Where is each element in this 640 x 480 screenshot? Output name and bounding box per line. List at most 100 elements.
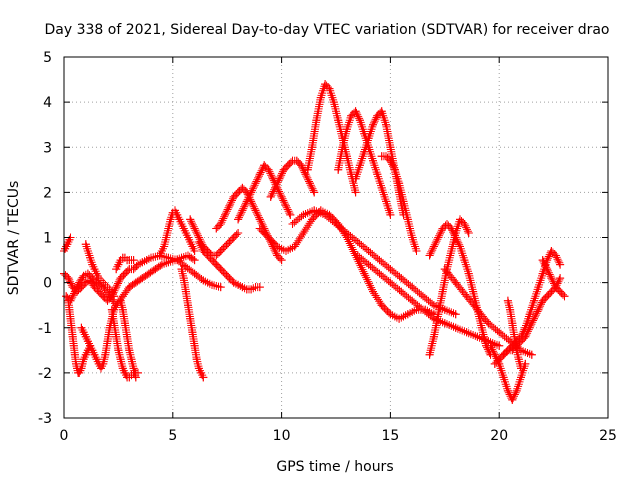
data-point <box>543 292 552 301</box>
data-point <box>234 280 243 289</box>
data-point <box>377 301 386 310</box>
series-13 <box>194 238 264 294</box>
data-point <box>238 283 247 292</box>
data-point <box>79 355 88 364</box>
data-point <box>451 310 460 319</box>
data-point <box>66 314 75 323</box>
data-point <box>225 238 234 246</box>
data-point <box>351 107 360 116</box>
data-point <box>377 183 386 192</box>
data-point <box>92 355 101 364</box>
data-point <box>79 328 88 337</box>
data-point <box>192 355 201 364</box>
data-point <box>499 350 508 359</box>
data-point <box>464 229 473 237</box>
data-point <box>131 373 140 382</box>
data-point <box>190 269 199 278</box>
series-22 <box>288 206 460 319</box>
data-point <box>255 215 264 224</box>
data-point <box>382 120 390 129</box>
data-point <box>360 147 369 156</box>
data-point <box>403 215 412 224</box>
data-point <box>120 319 129 328</box>
data-point <box>382 197 390 206</box>
data-point <box>125 346 134 355</box>
y-axis-label: SDTVAR / TECUs <box>6 181 22 296</box>
data-point <box>342 125 351 134</box>
data-point <box>79 271 88 280</box>
data-point <box>386 156 395 165</box>
data-point <box>543 265 552 274</box>
data-point <box>495 328 504 337</box>
data-point <box>495 341 504 350</box>
data-point <box>386 278 395 287</box>
data-point <box>395 314 404 323</box>
data-point <box>460 220 469 228</box>
axis-ticks: 0 5 10 15 20 25 -3 -2 -1 0 1 2 3 4 5 <box>38 50 617 444</box>
data-point <box>64 274 73 283</box>
data-point <box>534 305 543 314</box>
data-point <box>377 107 386 116</box>
data-point <box>179 224 188 233</box>
data-point <box>399 197 408 206</box>
data-point <box>144 269 153 278</box>
data-point <box>547 247 556 255</box>
data-point <box>203 251 212 260</box>
data-point <box>81 240 90 249</box>
data-point <box>282 247 290 255</box>
data-point <box>194 364 203 373</box>
x-tick-label-2: 10 <box>273 428 291 444</box>
data-point <box>456 215 464 224</box>
data-point <box>75 278 84 287</box>
data-point <box>425 251 434 260</box>
data-point <box>234 229 243 237</box>
data-point <box>177 253 186 262</box>
data-point <box>99 359 108 368</box>
data-point <box>229 192 238 201</box>
data-point <box>260 161 269 170</box>
data-point <box>112 332 121 341</box>
data-point <box>199 373 208 382</box>
data-point <box>456 242 464 251</box>
y-tick-label-7: 4 <box>43 95 52 111</box>
data-point <box>440 319 449 328</box>
data-point <box>521 332 530 341</box>
data-point <box>490 350 499 359</box>
data-point <box>110 319 118 328</box>
data-point <box>547 274 556 283</box>
data-point <box>129 265 138 274</box>
data-point <box>382 152 390 161</box>
data-point <box>107 305 116 314</box>
data-point <box>473 305 482 314</box>
data-point <box>316 93 325 102</box>
data-point <box>177 265 186 274</box>
data-point <box>530 314 538 323</box>
data-point <box>155 251 164 260</box>
data-point <box>556 260 565 269</box>
data-point <box>138 258 147 267</box>
data-point <box>120 269 129 278</box>
data-point <box>208 280 216 289</box>
data-point <box>508 395 517 404</box>
data-point <box>451 278 460 287</box>
data-point <box>247 285 256 294</box>
data-point <box>338 143 347 152</box>
data-point <box>275 174 284 183</box>
data-point <box>277 192 286 201</box>
data-point <box>70 287 79 296</box>
data-point <box>216 283 225 292</box>
data-point <box>94 287 103 296</box>
data-point <box>160 242 169 251</box>
data-point <box>221 210 229 219</box>
data-point <box>373 170 382 179</box>
y-tick-label-0: -3 <box>38 411 52 427</box>
data-point <box>151 265 160 274</box>
data-point <box>86 253 95 262</box>
data-point <box>225 201 234 210</box>
data-point <box>512 386 521 395</box>
data-point <box>225 274 234 283</box>
data-point <box>171 206 179 215</box>
data-point <box>118 292 127 301</box>
data-point <box>438 224 447 233</box>
